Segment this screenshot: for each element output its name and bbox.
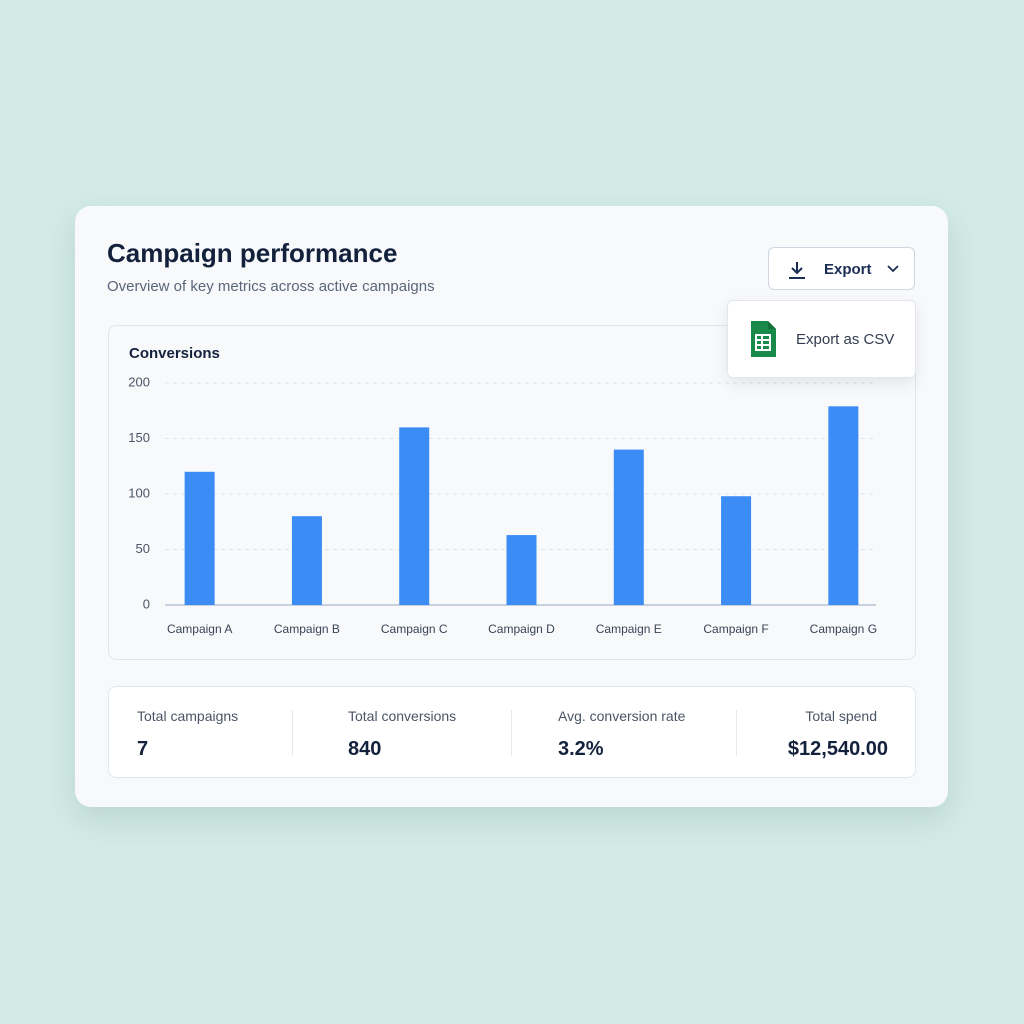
- chevron-icon: [887, 265, 899, 273]
- export-csv[interactable]: Export as CSV: [796, 331, 895, 348]
- export-button[interactable]: Export: [768, 247, 915, 290]
- y-tick-label: 50: [136, 541, 150, 556]
- x-tick-label: Campaign G: [810, 622, 877, 636]
- bar: [828, 406, 859, 605]
- x-tick-label: Campaign D: [488, 622, 555, 636]
- bar: [613, 449, 644, 605]
- x-tick-label: Campaign B: [274, 622, 340, 636]
- export-menu: Export as CSV: [727, 300, 916, 378]
- stat-label: Total campaigns: [137, 708, 239, 724]
- x-tick-label: Campaign E: [596, 622, 662, 636]
- stat-value: 7: [137, 738, 149, 760]
- download-icon: [789, 262, 805, 279]
- bar: [291, 516, 322, 605]
- divider: [511, 710, 512, 756]
- x-tick-label: Campaign F: [703, 622, 768, 636]
- y-tick-label: 100: [128, 485, 150, 500]
- title: Campaign performance: [107, 238, 398, 268]
- stat-label: Avg. conversion rate: [558, 708, 686, 724]
- stat-label: Total spend: [805, 708, 877, 724]
- y-tick-label: 0: [143, 596, 150, 611]
- x-tick-label: Campaign C: [381, 622, 448, 636]
- sheet-icon: [751, 321, 776, 357]
- divider: [292, 710, 293, 756]
- bar: [399, 427, 430, 605]
- y-tick-label: 200: [128, 374, 150, 389]
- x-tick-label: Campaign A: [167, 622, 232, 636]
- stats-panel: [108, 686, 916, 778]
- stat-value: $12,540.00: [787, 738, 888, 760]
- bar: [721, 496, 752, 605]
- y-tick-label: 150: [128, 430, 150, 445]
- divider: [736, 710, 737, 756]
- stat-label: Total conversions: [348, 708, 457, 724]
- export-label: Export: [824, 261, 872, 278]
- bar: [506, 535, 537, 605]
- subtitle: Overview of key metrics across active ca…: [107, 278, 435, 295]
- chart-title: Conversions: [129, 345, 220, 362]
- stat-value: 840: [348, 738, 382, 760]
- stat-value: 3.2%: [558, 738, 604, 760]
- bar: [184, 471, 215, 605]
